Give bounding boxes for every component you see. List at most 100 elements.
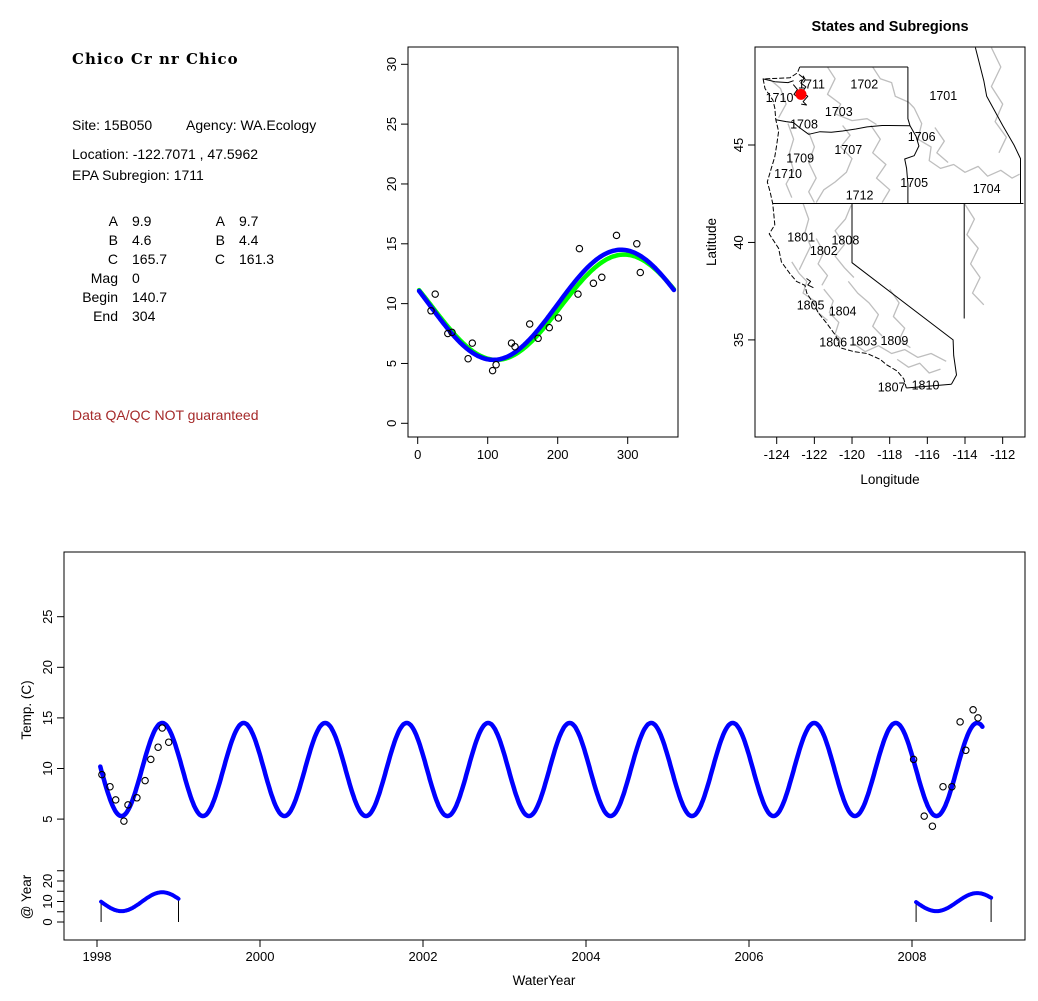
y-tick-label: 35 (731, 333, 746, 347)
x-tick-label: 0 (414, 447, 421, 462)
subregion-boundary (768, 78, 787, 119)
subregion-label-1806: 1806 (819, 336, 847, 350)
subregion-boundary (872, 66, 915, 109)
subregion-label-1809: 1809 (880, 334, 908, 348)
state-boundary (762, 78, 794, 84)
param-key: A (215, 213, 225, 229)
data-point (120, 817, 128, 825)
subregion-boundary (815, 125, 853, 203)
param-key: C (214, 251, 225, 267)
subregion-label-1802: 1802 (810, 244, 838, 258)
fitted-curve-fit-blue (416, 247, 677, 363)
fitted-curve-fit-green (416, 252, 677, 363)
subregion-label-1707: 1707 (834, 143, 862, 157)
subregion-label-1805: 1805 (797, 299, 825, 313)
data-point (444, 329, 452, 338)
x-tick-label: 2008 (898, 949, 927, 964)
state-boundary (906, 383, 952, 389)
y-axis-label: Temp. (C) (19, 680, 34, 739)
param-key: B (215, 232, 225, 248)
data-point (928, 822, 937, 830)
y-tick-label: 15 (40, 711, 55, 725)
state-boundary (806, 278, 814, 289)
data-point (124, 801, 132, 809)
subregion-boundary (853, 343, 947, 362)
subregion-label-1705: 1705 (900, 176, 928, 190)
y-tick-label: 30 (384, 57, 399, 71)
data-point (492, 360, 500, 369)
x-tick-label: 100 (477, 447, 499, 462)
year-curve (99, 890, 181, 914)
data-point (956, 718, 964, 726)
state-boundary (974, 47, 1021, 204)
data-point (488, 366, 497, 375)
y-tick-label: 20 (384, 177, 399, 191)
x-tick-label: 1998 (83, 949, 112, 964)
subregion-boundary (990, 47, 1008, 154)
state-boundary (775, 119, 911, 135)
x-tick-label: -112 (990, 447, 1015, 462)
subregion-boundary (847, 280, 883, 337)
y2-tick-label: 0 (40, 918, 55, 925)
x-tick-label: 2006 (735, 949, 764, 964)
state-boundary (904, 67, 920, 204)
data-point (111, 796, 120, 804)
param-value: 4.4 (239, 232, 259, 248)
param-row: Mag 0 (40, 269, 167, 288)
subregion-boundary (791, 261, 828, 321)
param-key: Begin (82, 289, 118, 305)
x-tick-label: 200 (547, 447, 569, 462)
x-tick-label: 2000 (246, 949, 275, 964)
y-tick-label: 25 (40, 609, 55, 623)
map-layers: 1711 170217011710170317081706170717091710… (762, 47, 1024, 395)
subregion-label-1710: 1710 (774, 167, 802, 181)
station-title: Chico Cr nr Chico (72, 50, 239, 68)
param-row: B 4.6 (40, 231, 167, 250)
subregion-label-1708: 1708 (790, 117, 818, 131)
param-value: 165.7 (132, 251, 168, 267)
subregion-label-1703: 1703 (825, 105, 853, 119)
y-tick-label: 10 (40, 761, 55, 775)
param-value: 0 (132, 270, 140, 286)
data-point (448, 328, 456, 337)
y-tick-label: 25 (384, 117, 399, 131)
data-point (920, 812, 928, 820)
subregion-boundary (870, 125, 891, 203)
param-key: End (93, 308, 118, 324)
x-tick-label: -124 (764, 447, 790, 462)
agency: Agency: WA.Ecology (186, 117, 317, 133)
epa-subregion: EPA Subregion: 1711 (72, 167, 204, 183)
data-point (974, 714, 982, 722)
y2-tick-label: 10 (40, 894, 55, 908)
data-point (507, 339, 516, 347)
subregion-boundary (798, 203, 812, 270)
data-point (909, 755, 918, 764)
y-axis-label: Latitude (704, 218, 719, 266)
param-value: 140.7 (132, 289, 168, 305)
data-point (511, 342, 519, 351)
x-tick-label: 300 (617, 447, 639, 462)
data-point (427, 307, 435, 315)
timeseries-plot: 1998 2000 2002 2004 2006 2008 5 10 15 20 25 0 10 20 Wa… (19, 551, 1026, 988)
x-tick-label: -120 (839, 447, 865, 462)
data-point (636, 268, 645, 277)
subregion-boundary (785, 123, 795, 198)
y-tick-label: 5 (40, 815, 55, 822)
data-point (948, 782, 956, 791)
data-point (154, 743, 162, 751)
seasonal-curve (98, 720, 985, 819)
y-tick-label: 15 (384, 237, 399, 251)
y-tick-label: 0 (384, 420, 399, 427)
x-axis-label: Longitude (860, 472, 919, 487)
data-point (534, 334, 542, 343)
param-value: 304 (132, 308, 156, 324)
subregion-label-1704: 1704 (973, 182, 1001, 196)
param-row: C 165.7 (40, 250, 167, 269)
data-point (106, 782, 114, 791)
map-title: States and Subregions (811, 19, 968, 35)
subregion-label-1710: 1710 (766, 91, 794, 105)
data-point (468, 339, 477, 347)
